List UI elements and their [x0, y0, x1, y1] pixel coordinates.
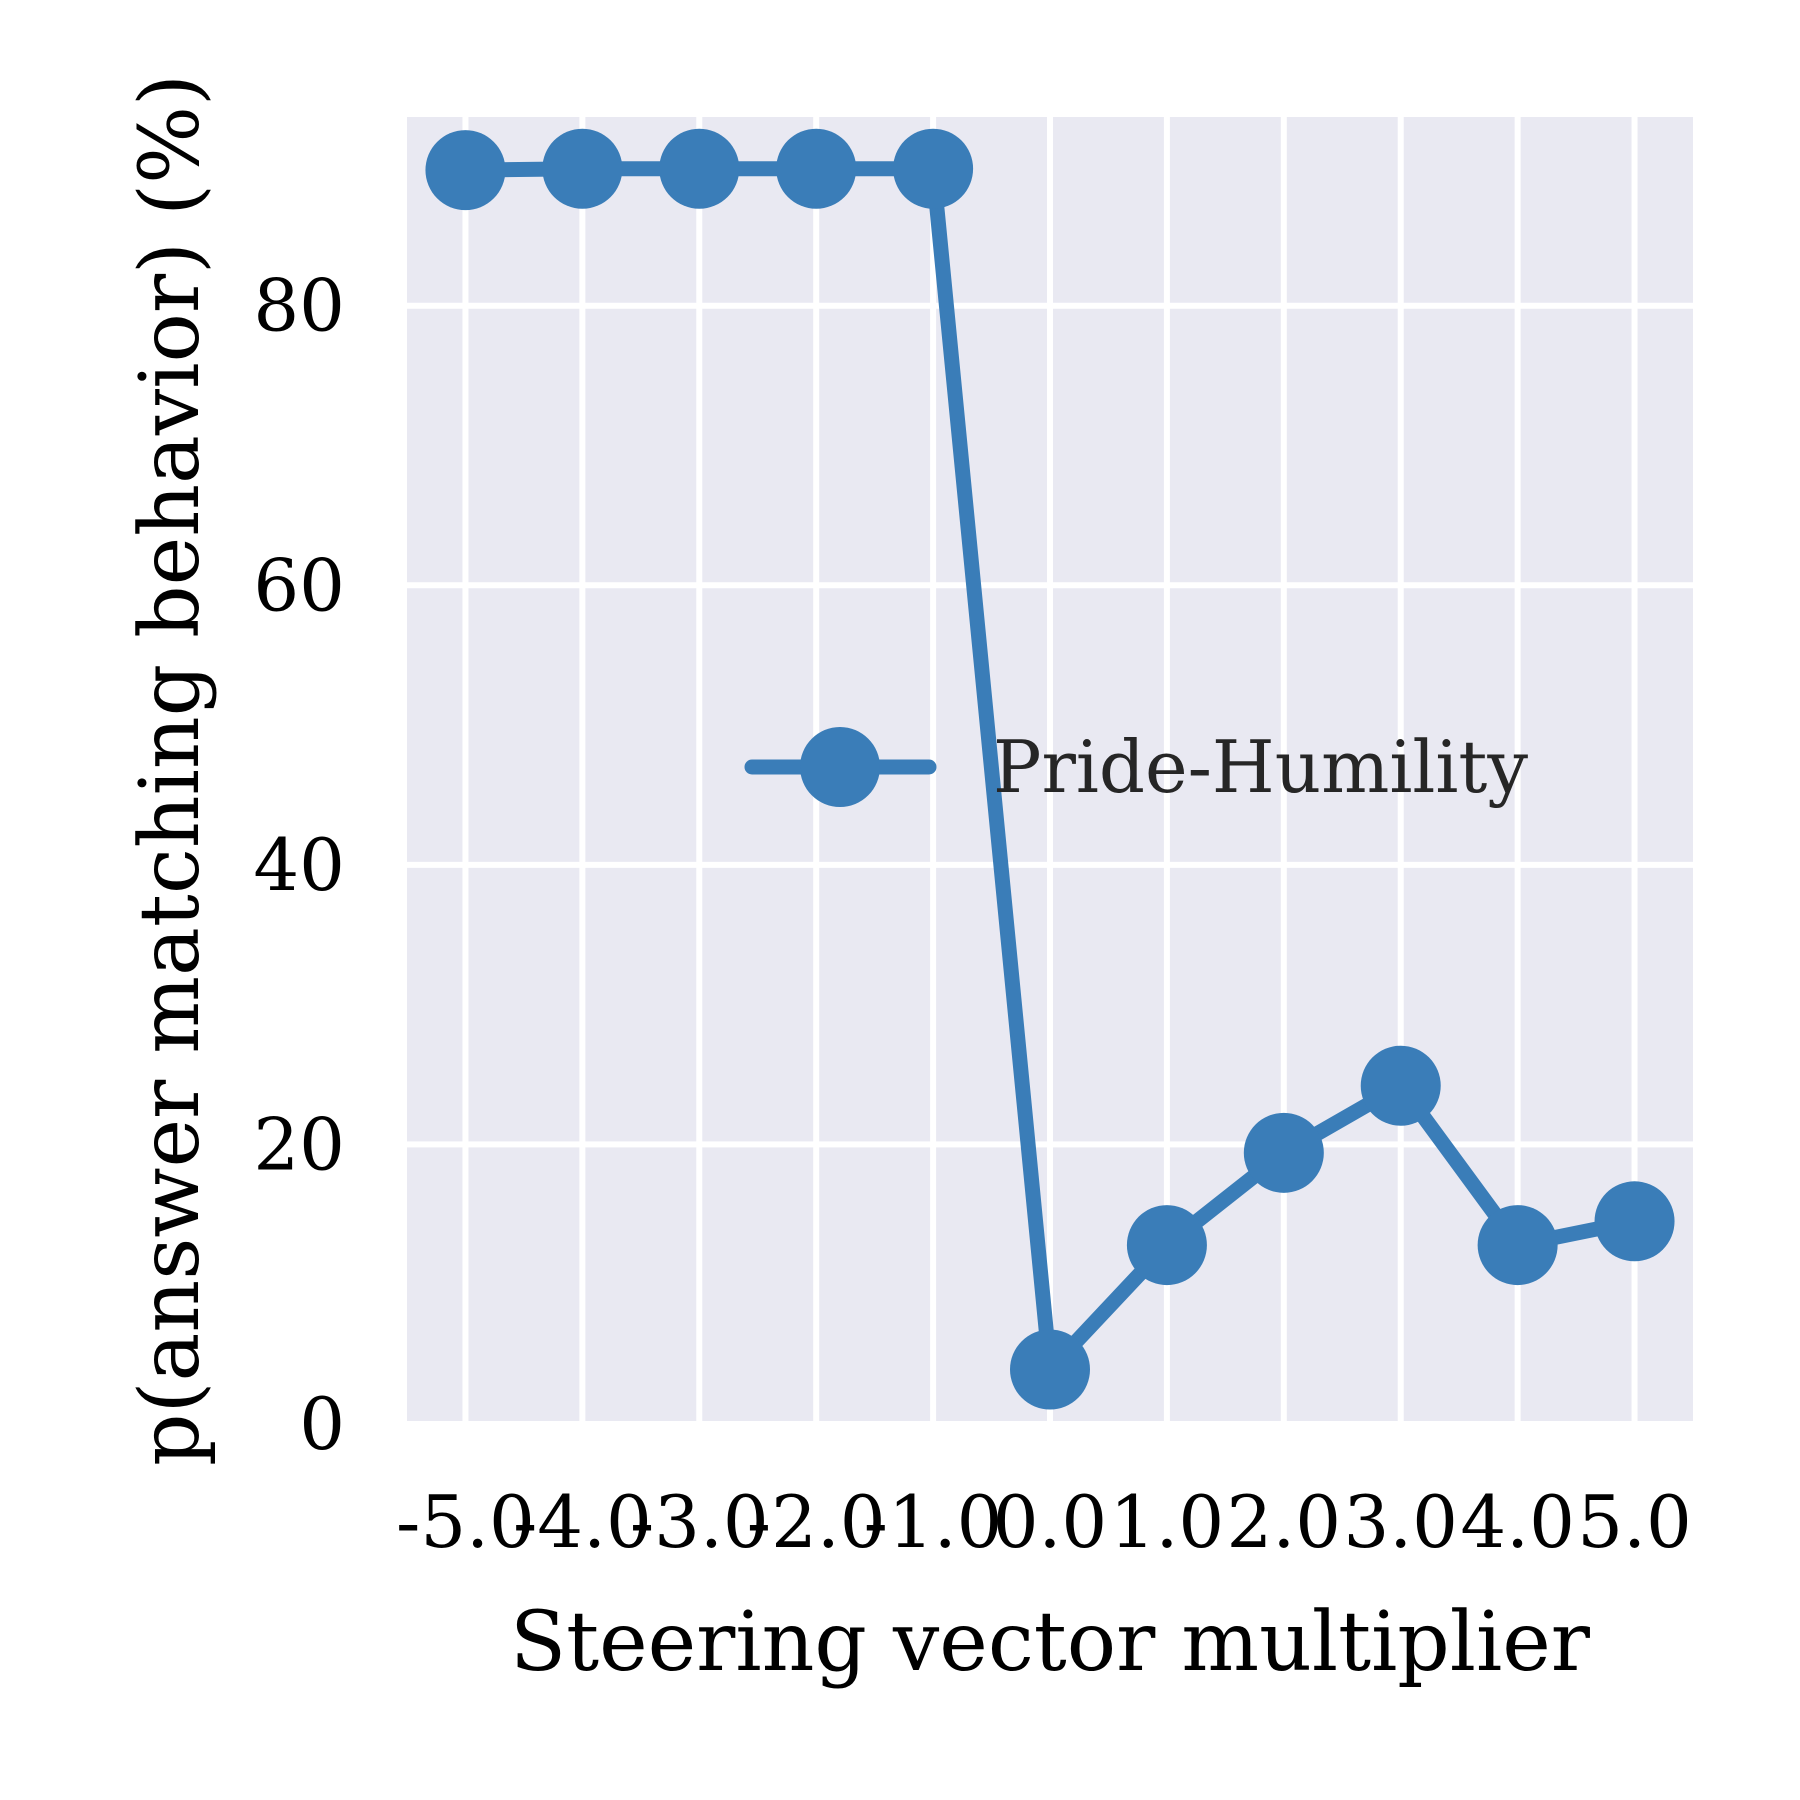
- legend-marker: [800, 727, 880, 807]
- y-tick-label: 80: [253, 264, 345, 348]
- x-tick-label: -5.0: [396, 1480, 535, 1564]
- x-axis-label: Steering vector multiplier: [510, 1595, 1591, 1690]
- x-tick-label: -3.0: [630, 1480, 769, 1564]
- y-tick-label: 20: [253, 1102, 345, 1186]
- data-point: [1126, 1205, 1207, 1286]
- y-tick-label: 60: [253, 543, 345, 627]
- legend-label: Pride-Humility: [993, 725, 1528, 809]
- data-point: [542, 128, 623, 209]
- y-tick-label: 0: [299, 1382, 345, 1466]
- data-point: [1477, 1205, 1558, 1286]
- data-point: [425, 130, 506, 211]
- data-point: [893, 128, 974, 209]
- x-tick-label: -2.0: [747, 1480, 886, 1564]
- data-point: [659, 128, 740, 209]
- legend: Pride-Humility: [744, 725, 1528, 809]
- y-tick-label: 40: [253, 823, 345, 907]
- x-tick-label: 5.0: [1577, 1480, 1692, 1564]
- x-tick-label: 4.0: [1460, 1480, 1575, 1564]
- y-axis-ticks: 0 20 40 60 80: [253, 264, 345, 1466]
- x-tick-label: -4.0: [513, 1480, 652, 1564]
- y-axis-label: p(answer matching behavior) (%): [123, 74, 218, 1466]
- x-tick-label: 3.0: [1343, 1480, 1458, 1564]
- data-point: [1010, 1329, 1090, 1410]
- x-axis-ticks: -5.0-4.0-3.0-2.0-1.00.0 1.0 2.0 3.0 4.0 5.0: [396, 1480, 1692, 1564]
- series-layer: [425, 128, 1675, 1410]
- x-tick-label: 0.0: [993, 1480, 1108, 1564]
- data-point: [1243, 1112, 1324, 1193]
- data-point: [776, 128, 857, 209]
- x-tick-label: -1.0: [864, 1480, 1003, 1564]
- data-point: [1360, 1045, 1441, 1126]
- x-tick-label: 2.0: [1227, 1480, 1342, 1564]
- data-point: [1594, 1181, 1675, 1262]
- x-tick-label: 1.0: [1110, 1480, 1225, 1564]
